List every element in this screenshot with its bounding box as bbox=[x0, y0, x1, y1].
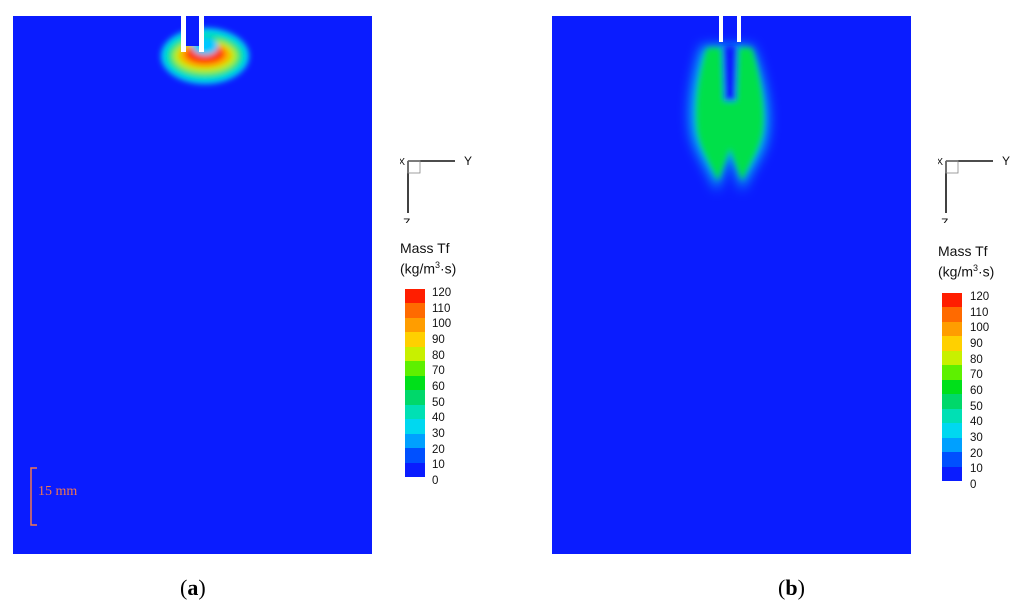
colorbar-tick-label: 30 bbox=[432, 428, 445, 440]
colorbar-tick-label: 10 bbox=[432, 459, 445, 472]
colorbar-segment bbox=[405, 404, 425, 420]
legend-title-b: Mass Tf (kg/m3·s) bbox=[938, 243, 995, 280]
colorbar-segment bbox=[942, 350, 962, 366]
axis-x-label: X bbox=[400, 157, 405, 168]
colorbar-segment bbox=[405, 375, 425, 391]
colorbar-tick-label: 120 bbox=[432, 287, 452, 299]
colorbar-tick-label: 60 bbox=[432, 381, 445, 393]
colorbar-segment bbox=[405, 317, 425, 333]
axis-triad-b: X Y Z bbox=[936, 153, 1018, 230]
plume-a bbox=[161, 28, 249, 84]
colorbar-segment bbox=[942, 379, 962, 395]
colorbar-segment bbox=[942, 365, 962, 381]
axis-y-label: Y bbox=[464, 154, 472, 168]
colorbar-tick-label: 100 bbox=[970, 322, 990, 335]
colorbar-tick-label: 60 bbox=[970, 385, 983, 397]
scale-bar bbox=[29, 467, 39, 532]
axis-z-label: Z bbox=[403, 216, 410, 223]
colorbar-tick-label: 40 bbox=[432, 412, 445, 425]
colorbar-tick-label: 0 bbox=[970, 479, 977, 491]
colorbar-segment bbox=[405, 346, 425, 362]
colorbar-segment bbox=[942, 452, 962, 468]
colorbar-segment bbox=[405, 289, 425, 304]
colorbar-a bbox=[405, 289, 425, 478]
colorbar-segment bbox=[942, 293, 962, 308]
colorbar-tick-label: 0 bbox=[432, 475, 439, 487]
colorbar-tick-label: 30 bbox=[970, 432, 983, 444]
colorbar-segment bbox=[405, 361, 425, 377]
axis-triad-a: X Y Z bbox=[398, 153, 480, 230]
colorbar-segment bbox=[942, 307, 962, 323]
colorbar-tick-label: 80 bbox=[432, 349, 445, 362]
caption-b: (b) bbox=[778, 575, 805, 600]
colorbar-tick-label: 50 bbox=[970, 400, 983, 413]
colorbar-b bbox=[942, 293, 962, 482]
contour-plot-b bbox=[552, 16, 911, 554]
axis-y-label: Y bbox=[1002, 154, 1010, 168]
colorbar-segment bbox=[405, 390, 425, 406]
colorbar-tick-label: 80 bbox=[970, 353, 983, 366]
colorbar-tick-label: 90 bbox=[432, 334, 445, 346]
axis-x-label: X bbox=[938, 157, 943, 168]
colorbar-segment bbox=[942, 437, 962, 453]
colorbar-segment bbox=[405, 332, 425, 348]
colorbar-tick-label: 20 bbox=[970, 447, 983, 460]
colorbar-tick-label: 110 bbox=[432, 302, 451, 315]
colorbar-segment bbox=[942, 321, 962, 337]
colorbar-tick-label: 90 bbox=[970, 338, 983, 350]
contour-field-a bbox=[13, 16, 372, 554]
colorbar-tick-label: 70 bbox=[970, 369, 983, 382]
colorbar-segment bbox=[405, 303, 425, 319]
contour-plot-a: 15 mm bbox=[13, 16, 372, 554]
colorbar-tick-label: 10 bbox=[970, 463, 983, 476]
contour-field-b bbox=[552, 16, 911, 554]
colorbar-tick-label: 120 bbox=[970, 291, 990, 303]
colorbar-segment bbox=[942, 408, 962, 424]
colorbar-tick-label: 100 bbox=[432, 318, 452, 331]
axis-z-label: Z bbox=[941, 216, 948, 223]
colorbar-segment bbox=[942, 466, 962, 482]
colorbar-segment bbox=[405, 419, 425, 435]
caption-a: (a) bbox=[180, 575, 206, 600]
colorbar-tick-label: 70 bbox=[432, 365, 445, 378]
colorbar-segment bbox=[405, 448, 425, 464]
colorbar-tick-label: 40 bbox=[970, 416, 983, 429]
legend-title-a: Mass Tf (kg/m3·s) bbox=[400, 240, 457, 277]
colorbar-segment bbox=[942, 423, 962, 439]
scale-bar-label: 15 mm bbox=[38, 484, 78, 499]
colorbar-segment bbox=[405, 462, 425, 478]
colorbar-segment bbox=[405, 433, 425, 449]
colorbar-tick-label: 20 bbox=[432, 443, 445, 456]
colorbar-segment bbox=[942, 394, 962, 410]
colorbar-tick-label: 110 bbox=[970, 306, 989, 319]
colorbar-segment bbox=[942, 336, 962, 352]
colorbar-tick-label: 50 bbox=[432, 396, 445, 409]
nozzle-b bbox=[719, 16, 741, 42]
nozzle-a bbox=[181, 16, 204, 52]
